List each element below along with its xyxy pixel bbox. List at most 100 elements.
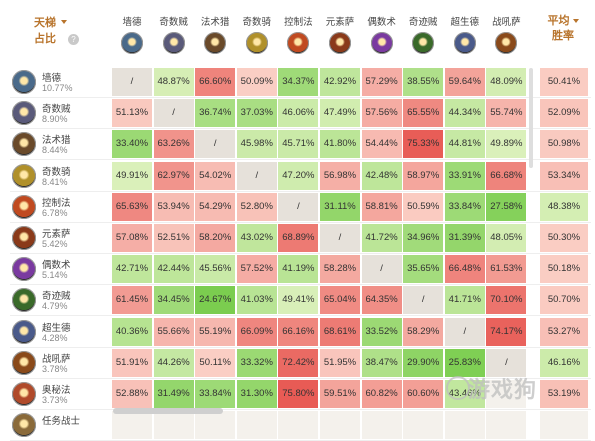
- help-icon[interactable]: ?: [68, 34, 79, 45]
- matrix-cell: 49.91%: [112, 161, 152, 190]
- average-winrate-cell: 50.30%: [540, 224, 588, 252]
- matrix-cell: 27.58%: [486, 192, 527, 221]
- matrix-cell: 58.81%: [361, 192, 402, 221]
- row-header[interactable]: 奥秘法 3.73%: [12, 379, 112, 409]
- matrix-cell: 59.51%: [320, 380, 360, 408]
- matrix-cell: 29.90%: [403, 348, 444, 377]
- matrix-cell: 52.88%: [112, 380, 152, 408]
- column-header[interactable]: 奇数骑: [226, 14, 288, 54]
- matrix-cell: 31.39%: [444, 224, 485, 252]
- matrix-cell-self: /: [486, 348, 527, 377]
- spell-hunter-icon: [204, 32, 227, 54]
- matrix-cell: 58.20%: [195, 224, 236, 252]
- row-header[interactable]: 奇迹贼 4.79%: [12, 285, 112, 315]
- row-header[interactable]: 战吼萨 3.78%: [12, 348, 112, 378]
- column-header-label: 墙德: [122, 17, 142, 28]
- control-mage-icon: [287, 32, 310, 54]
- column-header-label: 奇迹贼: [408, 17, 438, 28]
- row-header[interactable]: 奇数骑 8.41%: [12, 161, 112, 191]
- matrix-cell: 35.65%: [403, 255, 444, 284]
- matrix-cell: 61.45%: [112, 286, 152, 315]
- average-winrate-cell: 46.16%: [540, 348, 588, 377]
- row-header[interactable]: 偶数术 5.14%: [12, 254, 112, 284]
- row-header[interactable]: 超生德 4.28%: [12, 317, 112, 347]
- matrix-cell: 41.19%: [278, 255, 319, 284]
- horizontal-scrollbar[interactable]: [113, 408, 223, 414]
- matrix-cell: 54.02%: [195, 161, 236, 190]
- average-winrate-header[interactable]: 平均 胜率: [538, 14, 588, 44]
- average-winrate-cell: 50.41%: [540, 68, 588, 96]
- column-header-label: 奇数骑: [242, 17, 272, 28]
- matrix-cell: 51.95%: [320, 348, 360, 377]
- row-deck-name: 墙德: [42, 73, 62, 84]
- column-header[interactable]: 元素萨: [309, 14, 371, 54]
- row-ladder-share: 5.42%: [42, 239, 68, 249]
- matrix-cell: 52.80%: [236, 192, 277, 221]
- sort-caret-icon[interactable]: [61, 20, 67, 24]
- matrix-cell: 62.97%: [153, 161, 194, 190]
- matrix-cell: 45.71%: [278, 130, 319, 159]
- row-divider: [10, 284, 591, 286]
- matrix-cell: 33.84%: [444, 192, 485, 221]
- row-header[interactable]: 任务战士: [12, 410, 112, 440]
- row-ladder-share: 8.41%: [42, 176, 68, 187]
- even-warlock-icon: [12, 257, 36, 282]
- column-header[interactable]: 战吼萨: [475, 14, 537, 54]
- row-header[interactable]: 法术猎 8.44%: [12, 129, 112, 159]
- row-divider: [10, 221, 591, 223]
- ladder-share-header[interactable]: 天梯 占比 ?: [10, 10, 105, 60]
- row-ladder-share: 5.14%: [42, 270, 68, 281]
- matrix-cell: 42.48%: [361, 161, 402, 190]
- row-header[interactable]: 控制法 6.78%: [12, 192, 112, 222]
- row-header[interactable]: 墙德 10.77%: [12, 67, 112, 97]
- matrix-cell: [195, 411, 236, 440]
- matrix-cell: [320, 411, 360, 440]
- row-ladder-share: 4.28%: [42, 332, 68, 343]
- sort-caret-icon[interactable]: [572, 19, 579, 24]
- wall-druid-icon: [121, 32, 143, 54]
- matrix-cell: 24.67%: [195, 286, 236, 315]
- column-header[interactable]: 奇数贼: [143, 14, 205, 54]
- row-deck-name: 超生德: [42, 322, 71, 334]
- average-winrate-cell: 52.09%: [540, 99, 588, 128]
- matrix-cell: 66.48%: [444, 255, 485, 284]
- matrix-cell: 57.29%: [361, 68, 402, 96]
- matrix-cell: [486, 411, 527, 440]
- average-winrate-cell: 50.70%: [540, 286, 588, 315]
- row-deck-name: 奇迹贼: [42, 291, 71, 303]
- column-header[interactable]: 超生德: [434, 14, 496, 54]
- row-ladder-share: 8.44%: [42, 145, 68, 156]
- row-header[interactable]: 奇数贼 8.90%: [12, 98, 112, 128]
- matrix-cell: [486, 380, 527, 408]
- row-deck-name: 法术猎: [42, 135, 71, 147]
- matrix-cell: 31.11%: [320, 192, 360, 221]
- watermark-logo-icon: [446, 376, 470, 400]
- matrix-cell: 56.98%: [320, 161, 360, 190]
- average-winrate-cell: 50.98%: [540, 130, 588, 159]
- matrix-cell: 66.68%: [486, 161, 527, 190]
- matrix-cell: 48.87%: [153, 68, 194, 96]
- column-header[interactable]: 控制法: [267, 14, 329, 54]
- column-header[interactable]: 法术猎: [184, 14, 246, 54]
- column-header[interactable]: 偶数术: [351, 14, 413, 54]
- matrix-cell: 68.89%: [278, 224, 319, 252]
- column-header[interactable]: 墙德: [101, 14, 163, 54]
- matrix-cell: 41.71%: [444, 286, 485, 315]
- matrix-cell: [278, 411, 319, 440]
- matrix-cell: 75.80%: [278, 380, 319, 408]
- matrix-cell-self: /: [236, 161, 277, 190]
- row-header[interactable]: 元素萨 5.42%: [12, 223, 112, 253]
- average-winrate-cell: 53.34%: [540, 161, 588, 190]
- row-divider: [10, 97, 591, 98]
- row-divider: [10, 346, 591, 348]
- matrix-cell-self: /: [403, 286, 444, 315]
- matrix-cell: [361, 411, 402, 440]
- average-winrate-cell: 50.18%: [540, 255, 588, 284]
- matrix-cell: 38.55%: [403, 68, 444, 96]
- vertical-scrollbar[interactable]: [529, 68, 533, 168]
- column-header[interactable]: 奇迹贼: [392, 14, 454, 54]
- matrix-cell: 72.42%: [278, 348, 319, 377]
- matrix-cell: 47.20%: [278, 161, 319, 190]
- matrix-cell: 41.03%: [236, 286, 277, 315]
- matrix-cell: 52.51%: [153, 224, 194, 252]
